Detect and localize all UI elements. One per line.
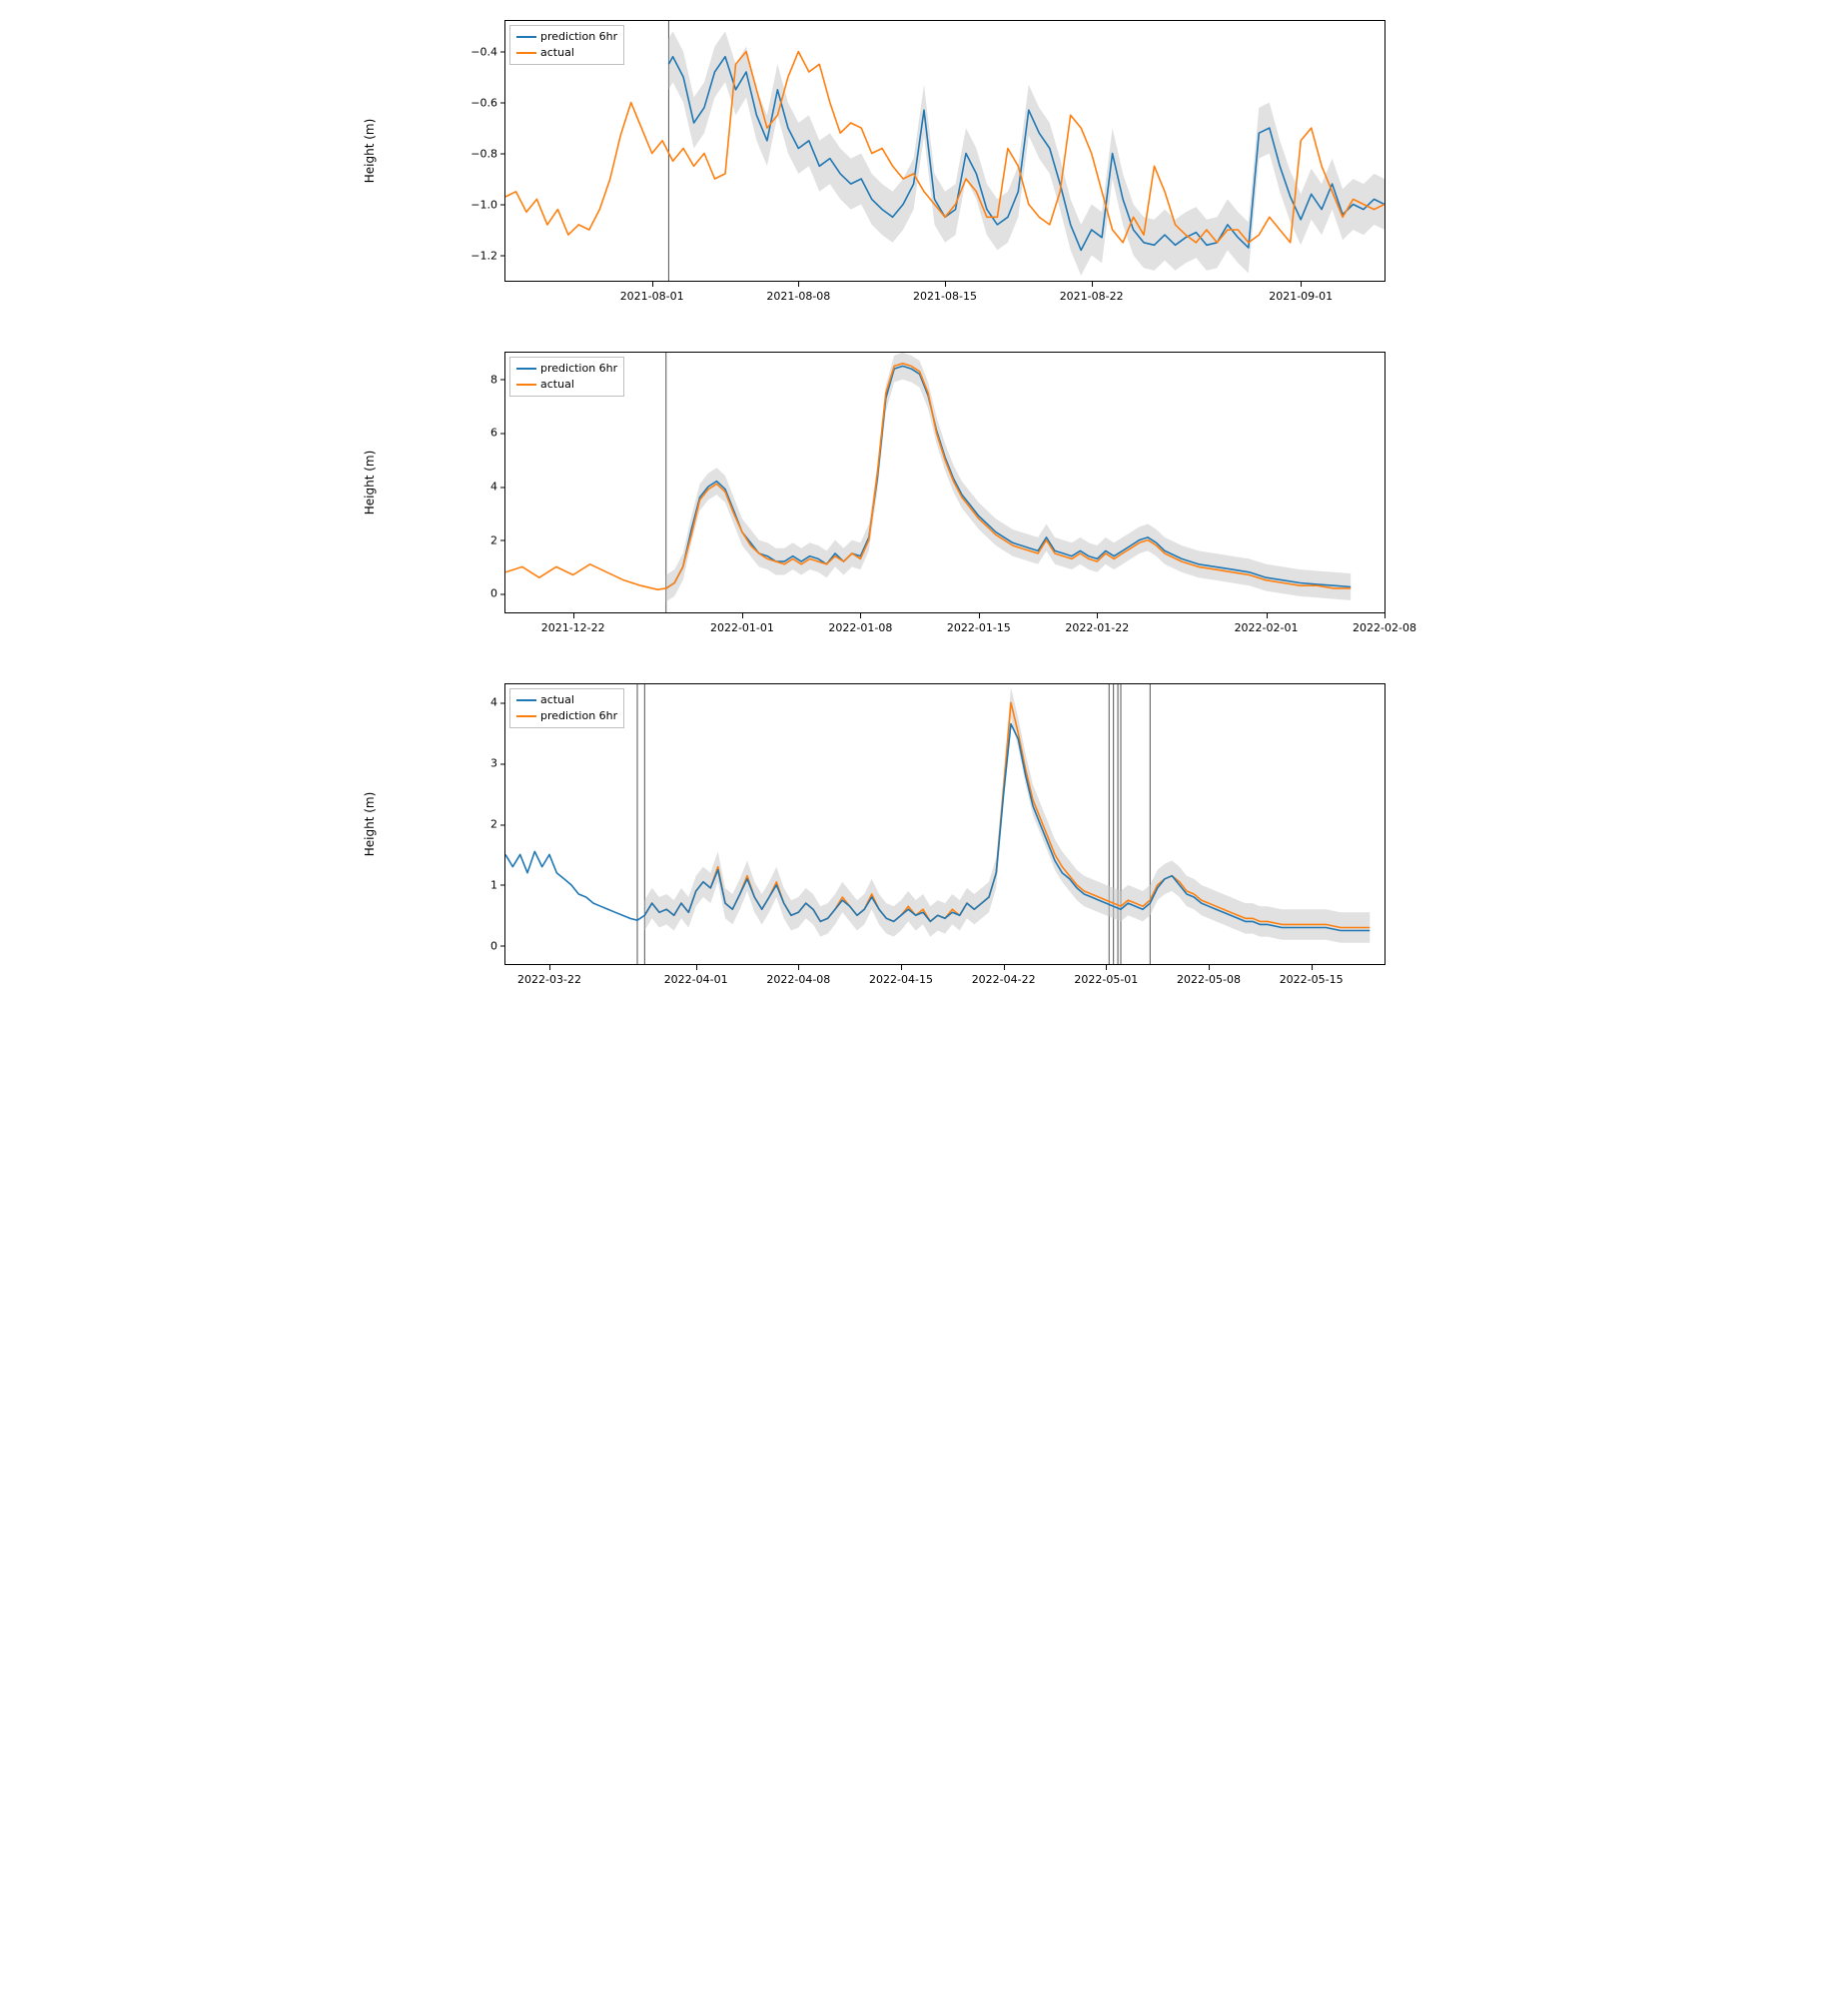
y-tick: −0.6 (458, 96, 497, 109)
legend-item: actual (516, 377, 617, 393)
plot-area-3: actual prediction 6hr 012342022-03-22202… (504, 683, 1386, 965)
legend-swatch (516, 52, 536, 54)
y-tick: 0 (458, 587, 497, 600)
legend-swatch (516, 384, 536, 386)
x-tick: 2022-05-08 (1177, 973, 1241, 986)
legend-swatch (516, 368, 536, 370)
x-tick: 2022-01-22 (1065, 621, 1129, 634)
legend-swatch (516, 715, 536, 717)
legend-label: prediction 6hr (540, 29, 617, 45)
plot-area-2: prediction 6hr actual 024682021-12-22202… (504, 352, 1386, 613)
y-tick: 8 (458, 373, 497, 386)
chart-panel-2: Height (m) prediction 6hr actual 0246820… (425, 352, 1423, 613)
legend-label: actual (540, 692, 574, 708)
y-tick: −1.2 (458, 249, 497, 262)
legend-label: actual (540, 377, 574, 393)
legend-swatch (516, 699, 536, 701)
y-tick: 6 (458, 427, 497, 440)
y-axis-label: Height (m) (363, 451, 377, 515)
legend-label: actual (540, 45, 574, 61)
plot-area-1: prediction 6hr actual −1.2−1.0−0.8−0.6−0… (504, 20, 1386, 282)
x-tick: 2022-01-08 (828, 621, 892, 634)
chart-panel-1: Height (m) prediction 6hr actual −1.2−1.… (425, 20, 1423, 282)
y-tick: 4 (458, 481, 497, 494)
x-tick: 2022-04-08 (766, 973, 830, 986)
x-tick: 2022-04-22 (972, 973, 1036, 986)
legend-item: actual (516, 692, 617, 708)
x-tick: 2021-08-01 (620, 290, 684, 303)
x-tick: 2022-04-15 (869, 973, 933, 986)
x-tick: 2022-05-01 (1074, 973, 1138, 986)
x-tick: 2022-03-22 (517, 973, 581, 986)
x-tick: 2022-01-01 (710, 621, 774, 634)
plot-svg (505, 21, 1385, 281)
legend-label: prediction 6hr (540, 708, 617, 724)
y-tick: 3 (458, 757, 497, 770)
legend-3: actual prediction 6hr (509, 688, 624, 728)
x-tick: 2022-02-01 (1235, 621, 1299, 634)
chart-stack: Height (m) prediction 6hr actual −1.2−1.… (425, 20, 1423, 965)
y-tick: 1 (458, 878, 497, 891)
legend-item: prediction 6hr (516, 29, 617, 45)
legend-swatch (516, 36, 536, 38)
legend-1: prediction 6hr actual (509, 25, 624, 65)
y-tick: −1.0 (458, 198, 497, 211)
x-tick: 2022-01-15 (947, 621, 1011, 634)
y-tick: −0.4 (458, 45, 497, 58)
legend-item: prediction 6hr (516, 708, 617, 724)
legend-item: prediction 6hr (516, 361, 617, 377)
y-tick: 0 (458, 939, 497, 952)
y-tick: 4 (458, 696, 497, 709)
y-axis-label: Height (m) (363, 792, 377, 857)
x-tick: 2021-08-15 (913, 290, 977, 303)
x-tick: 2021-09-01 (1269, 290, 1333, 303)
plot-svg (505, 684, 1385, 964)
y-tick: −0.8 (458, 147, 497, 160)
legend-2: prediction 6hr actual (509, 357, 624, 397)
x-tick: 2022-02-08 (1353, 621, 1416, 634)
y-axis-label: Height (m) (363, 119, 377, 184)
plot-svg (505, 353, 1385, 612)
x-tick: 2021-08-08 (766, 290, 830, 303)
y-tick: 2 (458, 818, 497, 831)
x-tick: 2022-04-01 (664, 973, 728, 986)
legend-label: prediction 6hr (540, 361, 617, 377)
x-tick: 2021-08-22 (1060, 290, 1124, 303)
x-tick: 2021-12-22 (541, 621, 605, 634)
chart-panel-3: Height (m) actual prediction 6hr 0123420… (425, 683, 1423, 965)
legend-item: actual (516, 45, 617, 61)
y-tick: 2 (458, 533, 497, 546)
x-tick: 2022-05-15 (1280, 973, 1344, 986)
